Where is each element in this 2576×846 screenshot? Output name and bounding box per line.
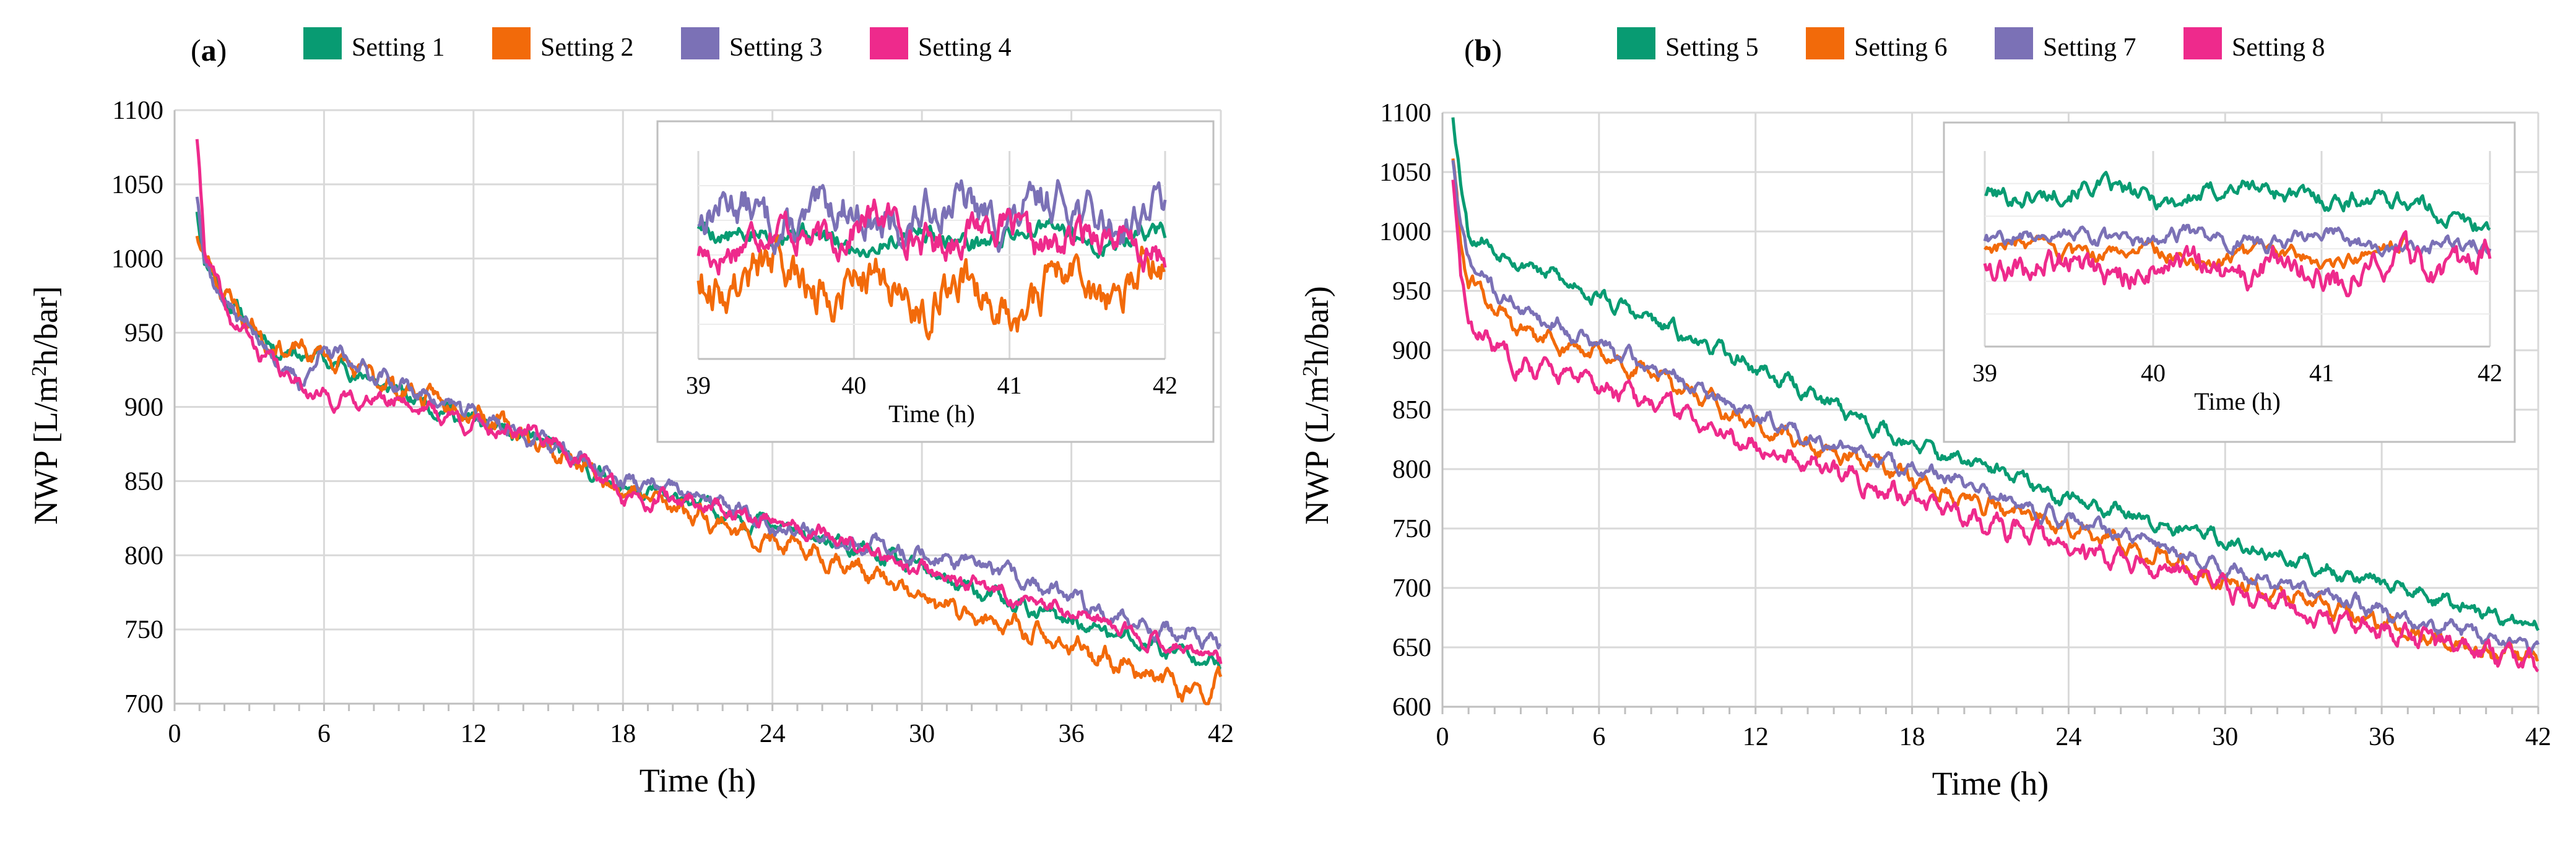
inset-series-line-setting-3 [697, 179, 1167, 256]
panel-a-chart: (a) Setting 1 Setting 2 Setting 3 Setting 4 0… [27, 27, 1234, 799]
y-tick-label: 950 [1392, 277, 1431, 306]
inset-series-line-setting-5 [1984, 171, 2491, 232]
panel-label: (a) [191, 33, 227, 67]
x-tick-label: 0 [168, 720, 181, 748]
legend-label: Setting 3 [729, 33, 823, 62]
legend-swatch [681, 27, 719, 59]
x-tick-label: 36 [2369, 723, 2395, 751]
x-tick-label: 6 [318, 720, 331, 748]
inset-x-tick-label: 39 [1972, 359, 1997, 387]
y-tick-label: 650 [1392, 634, 1431, 662]
y-tick-label: 1000 [111, 245, 163, 274]
y-tick-label: 700 [124, 690, 163, 719]
panel-label: (b) [1464, 33, 1502, 67]
legend-swatch [1617, 27, 1655, 59]
inset-series-line-setting-8 [1983, 230, 2492, 298]
y-tick-label: 600 [1392, 693, 1431, 722]
panel-b-chart: (b) Setting 5 Setting 6 Setting 7 Setting 8 0… [1298, 27, 2551, 802]
legend-label: Setting 8 [2232, 33, 2325, 62]
y-tick-label: 850 [124, 467, 163, 496]
x-axis-title: Time (h) [640, 762, 757, 799]
inset-x-tick-label: 41 [997, 371, 1022, 399]
x-tick-label: 36 [1059, 720, 1085, 748]
x-tick-label: 24 [760, 720, 786, 748]
series-line-setting-5 [1451, 117, 2540, 631]
legend-label: Setting 7 [2043, 33, 2136, 62]
x-tick-label: 42 [2525, 723, 2551, 751]
y-axis-title: NWP (L/m2h/bar) [1298, 286, 1335, 524]
x-tick-label: 30 [2212, 723, 2238, 751]
series-line-setting-4 [195, 139, 1223, 665]
inset-series-line-setting-6 [1983, 235, 2408, 271]
legend-swatch [303, 27, 342, 59]
y-tick-label: 750 [1392, 515, 1431, 543]
inset-x-tick-label: 42 [2478, 359, 2502, 387]
legend-label: Setting 4 [918, 33, 1012, 62]
y-tick-label: 750 [124, 616, 163, 644]
inset-x-axis-title: Time (h) [2194, 387, 2281, 415]
legend-swatch [2184, 27, 2222, 59]
y-tick-label: 850 [1392, 396, 1431, 425]
y-tick-label: 1100 [113, 97, 163, 125]
legend-label: Setting 1 [352, 33, 445, 62]
legend-label: Setting 6 [1854, 33, 1948, 62]
inset-x-axis-title: Time (h) [888, 400, 975, 428]
y-tick-label: 900 [124, 394, 163, 422]
legend-swatch [1806, 27, 1844, 59]
legend-swatch [870, 27, 908, 59]
x-tick-label: 24 [2055, 723, 2081, 751]
inset-frame [1943, 121, 2516, 443]
legend-label: Setting 5 [1665, 33, 1759, 62]
inset-x-tick-label: 39 [686, 371, 711, 399]
y-tick-label: 700 [1392, 574, 1431, 603]
inset-x-tick-label: 40 [841, 371, 866, 399]
inset-x-tick-label: 40 [2141, 359, 2166, 387]
legend-label: Setting 2 [540, 33, 634, 62]
y-tick-label: 900 [1392, 337, 1431, 365]
inset-series-line-setting-4 [696, 198, 1167, 276]
legend-swatch [492, 27, 531, 59]
y-tick-label: 800 [124, 542, 163, 570]
x-tick-label: 18 [1899, 723, 1925, 751]
y-tick-label: 1100 [1381, 99, 1431, 127]
x-tick-label: 12 [461, 720, 487, 748]
y-axis-title: NWP [L/m2h/bar] [27, 286, 64, 524]
inset-x-tick-label: 42 [1153, 371, 1177, 399]
inset-series-line-setting-2 [696, 234, 1166, 340]
x-tick-label: 0 [1436, 723, 1449, 751]
legend-swatch [1995, 27, 2033, 59]
x-tick-label: 18 [610, 720, 636, 748]
x-tick-label: 30 [909, 720, 935, 748]
x-tick-label: 42 [1208, 720, 1234, 748]
y-tick-label: 800 [1392, 455, 1431, 484]
series-line-setting-6 [1451, 158, 2539, 665]
y-tick-label: 1050 [111, 171, 163, 199]
y-tick-label: 1000 [1379, 218, 1431, 246]
x-axis-title: Time (h) [1932, 765, 2049, 802]
inset-x-tick-label: 41 [2309, 359, 2334, 387]
inset-frame [656, 120, 1215, 443]
series-line-setting-7 [1451, 160, 2540, 656]
series-line-setting-8 [1451, 179, 2539, 673]
y-tick-label: 1050 [1379, 158, 1431, 187]
x-tick-label: 12 [1743, 723, 1769, 751]
x-tick-label: 6 [1592, 723, 1605, 751]
y-tick-label: 950 [124, 319, 163, 348]
series-line-setting-3 [195, 196, 1222, 650]
